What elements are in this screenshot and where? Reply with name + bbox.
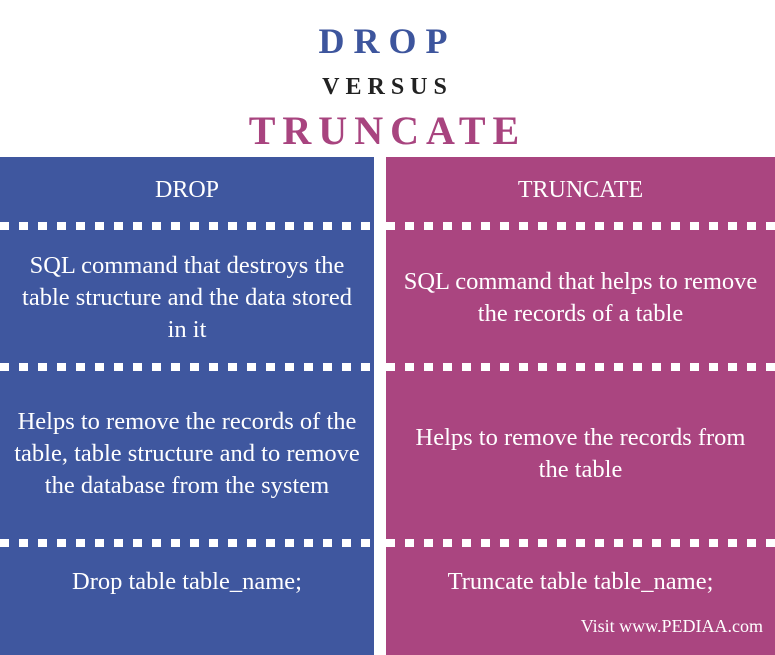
drop-function: Helps to remove the records of the table…: [14, 408, 360, 499]
dotted-divider: [386, 222, 775, 230]
title-drop: DROP: [318, 21, 457, 61]
truncate-function: Helps to remove the records from the tab…: [415, 424, 746, 483]
dotted-divider: [386, 539, 775, 547]
title-versus: VERSUS: [322, 74, 453, 100]
dotted-divider: [0, 363, 374, 371]
truncate-syntax: Truncate table table_name;: [447, 568, 714, 595]
truncate-column-header: TRUNCATE: [517, 176, 644, 203]
site-credit: Visit www.PEDIAA.com: [580, 616, 763, 636]
drop-syntax: Drop table table_name;: [72, 568, 302, 595]
dotted-divider: [0, 222, 374, 230]
truncate-definition: SQL command that helps to remove the rec…: [403, 268, 758, 327]
dotted-divider: [386, 363, 775, 371]
drop-column-header: DROP: [154, 176, 220, 203]
title-truncate: TRUNCATE: [248, 108, 527, 153]
truncate-column: TRUNCATE SQL command that helps to remov…: [386, 157, 775, 655]
dotted-divider: [0, 539, 374, 547]
drop-definition: SQL command that destroys the table stru…: [22, 252, 352, 343]
drop-column: DROP SQL command that destroys the table…: [0, 157, 374, 655]
